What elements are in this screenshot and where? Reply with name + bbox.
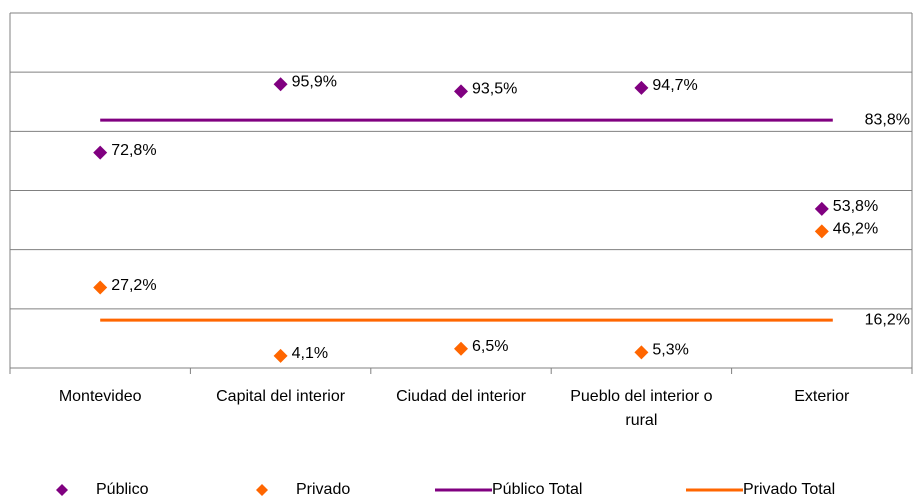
- data-label: 93,5%: [472, 81, 517, 98]
- point: [93, 145, 108, 160]
- legend-label: Privado: [296, 481, 350, 498]
- point: [454, 341, 468, 356]
- data-label: 6,5%: [472, 338, 508, 355]
- data-label: 94,7%: [652, 77, 697, 94]
- point: [634, 345, 649, 360]
- point: [634, 80, 649, 95]
- point: [273, 77, 288, 92]
- point: [814, 224, 829, 239]
- x-tick-label: Montevideo: [58, 388, 142, 405]
- data-label: 72,8%: [111, 142, 156, 159]
- data-label: 5,3%: [652, 342, 688, 359]
- legend-label: Público: [96, 481, 149, 498]
- x-tick-label: Exterior: [794, 388, 850, 405]
- point: [273, 348, 288, 363]
- point: [814, 201, 829, 216]
- data-label: 53,8%: [833, 198, 878, 215]
- x-tick-label: Ciudad del interior: [396, 388, 526, 405]
- reference-label: 16,2%: [865, 311, 910, 328]
- point: [454, 84, 468, 99]
- data-label: 4,1%: [292, 345, 328, 362]
- legend-label: Público Total: [492, 481, 582, 498]
- legend-marker: [256, 484, 268, 496]
- data-label: 95,9%: [292, 74, 337, 91]
- x-tick-label: Pueblo del interior o rural: [570, 388, 713, 429]
- legend-marker: [56, 484, 68, 496]
- x-tick-label: Capital del interior: [216, 388, 346, 405]
- data-label: 27,2%: [111, 277, 156, 294]
- legend-label: Privado Total: [743, 481, 835, 498]
- reference-label: 83,8%: [865, 111, 910, 128]
- data-label: 46,2%: [833, 221, 878, 238]
- point: [93, 280, 108, 295]
